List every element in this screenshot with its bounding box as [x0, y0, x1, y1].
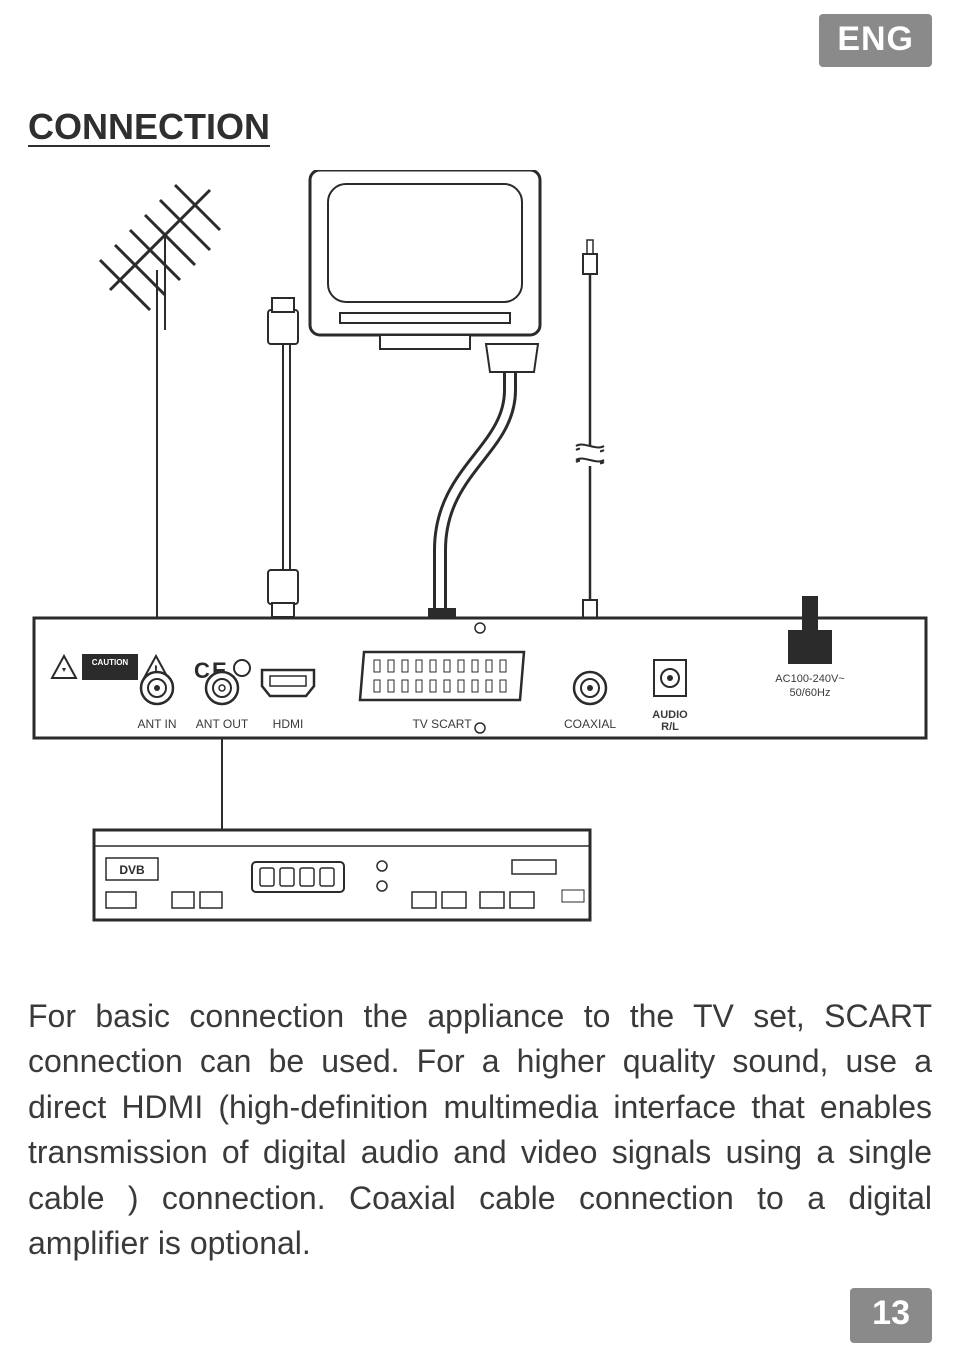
svg-text:COAXIAL: COAXIAL	[564, 717, 616, 731]
page-number: 13	[850, 1288, 932, 1343]
svg-text:TV SCART: TV SCART	[412, 717, 472, 731]
connection-diagram: CAUTION ! C E ANT IN ANT OUT HDMI	[30, 170, 930, 960]
antenna-icon	[100, 185, 220, 330]
hdmi-cable-icon	[268, 298, 298, 617]
svg-text:ANT OUT: ANT OUT	[196, 717, 249, 731]
language-badge: ENG	[819, 14, 932, 67]
svg-text:AC100-240V~: AC100-240V~	[775, 673, 844, 685]
tv-icon	[310, 170, 540, 349]
section-heading: CONNECTION	[28, 106, 270, 148]
coaxial-cable-icon	[576, 240, 604, 634]
svg-text:R/L: R/L	[661, 721, 679, 733]
body-paragraph: For basic connection the appliance to th…	[28, 994, 932, 1267]
rear-panel: CAUTION ! C E ANT IN ANT OUT HDMI	[34, 596, 926, 738]
svg-text:AUDIO: AUDIO	[652, 709, 688, 721]
svg-text:DVB: DVB	[119, 863, 145, 877]
svg-text:ANT IN: ANT IN	[137, 717, 176, 731]
svg-text:CAUTION: CAUTION	[92, 658, 129, 667]
svg-text:50/60Hz: 50/60Hz	[790, 687, 831, 699]
scart-cable-icon	[416, 344, 538, 656]
front-panel: DVB	[94, 830, 590, 920]
svg-text:HDMI: HDMI	[273, 717, 304, 731]
